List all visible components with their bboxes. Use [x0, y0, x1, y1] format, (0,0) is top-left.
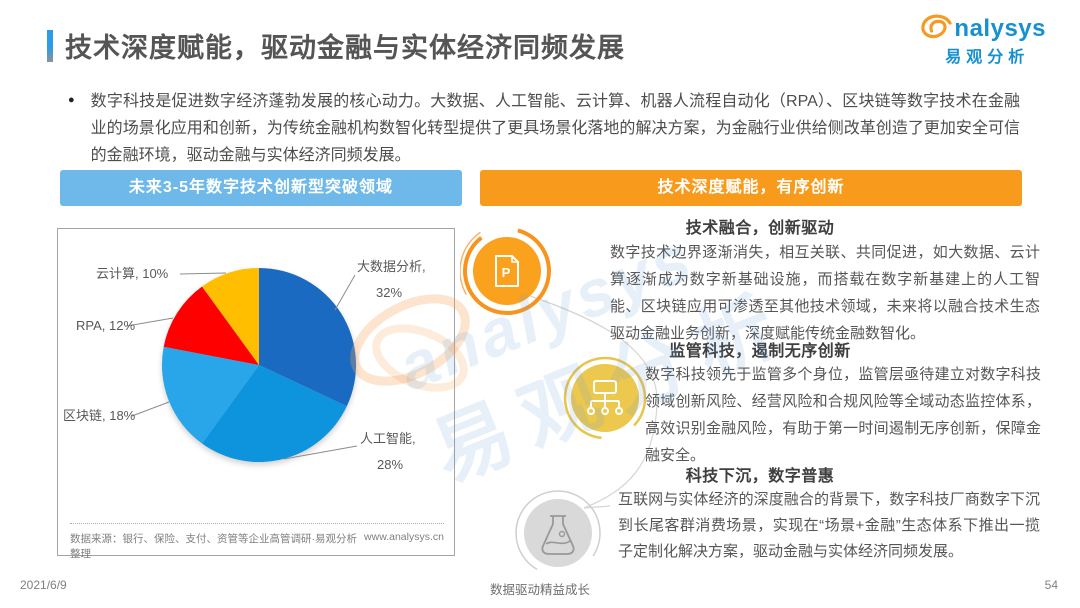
flask-icon [515, 490, 601, 576]
title-row: 技术深度赋能，驱动金融与实体经济同频发展 [47, 26, 625, 65]
section-1-body: 数字技术边界逐渐消失，相互关联、共同促进，如大数据、云计算逐渐成为数字新基础设施… [610, 244, 1040, 342]
analysys-swirl-icon [921, 14, 953, 39]
pie-label: RPA, 12% [76, 318, 135, 333]
left-panel-header: 未来3-5年数字技术创新型突破领域 [60, 170, 462, 206]
pie-slices [161, 268, 357, 463]
pie-slice-RPA [163, 286, 259, 365]
pie-label: 大数据分析, [357, 259, 426, 274]
logo-wordmark-cn: 易观分析 [945, 49, 1030, 66]
pie-callout-line [283, 445, 358, 460]
pie-chart: 大数据分析, 32% 人工智能, 28% 区块链, 18% RPA, 12% 云计算, 10… [63, 259, 426, 472]
pie-slice-大数据分析 [259, 268, 357, 407]
org-chart-icon [563, 356, 647, 440]
pie-slice-云计算 [202, 268, 259, 365]
website-link[interactable]: www.analysys.cn [364, 531, 444, 543]
title-accent-bar [47, 29, 53, 62]
pie-chart-panel: 大数据分析, 32% 人工智能, 28% 区块链, 18% RPA, 12% 云计算, 10… [57, 228, 455, 560]
section-3-body: 互联网与实体经济的深度融合的背景下，数字科技厂商数字下沉到长尾客群消费场景，实现… [618, 491, 1040, 560]
data-source-note: 数据来源：银行、保险、支付、资管等企业高管调研·易观分析整理 [70, 533, 357, 560]
pie-callout-line [126, 317, 174, 327]
svg-text:P: P [502, 265, 511, 280]
bullet-icon: ● [68, 94, 75, 106]
logo-wordmark: nalysys [954, 15, 1046, 42]
pie-slice-人工智能 [202, 365, 347, 463]
pie-label: 32% [376, 285, 402, 300]
footer-motto: 数据驱动精益成长 [489, 583, 590, 597]
pie-label: 28% [377, 457, 403, 472]
footer-date: 2021/6/9 [20, 578, 67, 592]
intro-paragraph: ● 数字科技是促进数字经济蓬勃发展的核心动力。大数据、人工智能、云计算、机器人流… [68, 88, 1020, 169]
footer-page-number: 54 [1044, 578, 1058, 592]
section-1-title: 技术融合，创新驱动 [685, 220, 835, 237]
page-title: 技术深度赋能，驱动金融与实体经济同频发展 [65, 33, 625, 63]
pie-label: 区块链, 18% [63, 408, 136, 423]
analysys-logo: nalysys 易观分析 [918, 14, 1046, 67]
section-2-body: 数字科技领先于监管多个身位，监管层亟待建立对数字科技领域创新风险、经营风险和合规… [645, 366, 1041, 464]
section-3-title: 科技下沉，数字普惠 [685, 468, 835, 485]
pie-slice-区块链 [161, 346, 259, 444]
right-panel-header: 技术深度赋能，有序创新 [480, 170, 1022, 206]
section-2-title: 监管科技，遏制无序创新 [669, 343, 851, 360]
pie-label: 云计算, 10% [96, 266, 169, 281]
pie-callout-line [179, 272, 227, 275]
pie-callout-line [334, 274, 356, 311]
intro-text: 数字科技是促进数字经济蓬勃发展的核心动力。大数据、人工智能、云计算、机器人流程自… [90, 93, 1020, 164]
pie-label: 人工智能, [360, 431, 416, 446]
source-row: 数据来源：银行、保险、支付、资管等企业高管调研·易观分析整理 www.analy… [70, 523, 444, 561]
pie-callout-line [131, 401, 170, 417]
